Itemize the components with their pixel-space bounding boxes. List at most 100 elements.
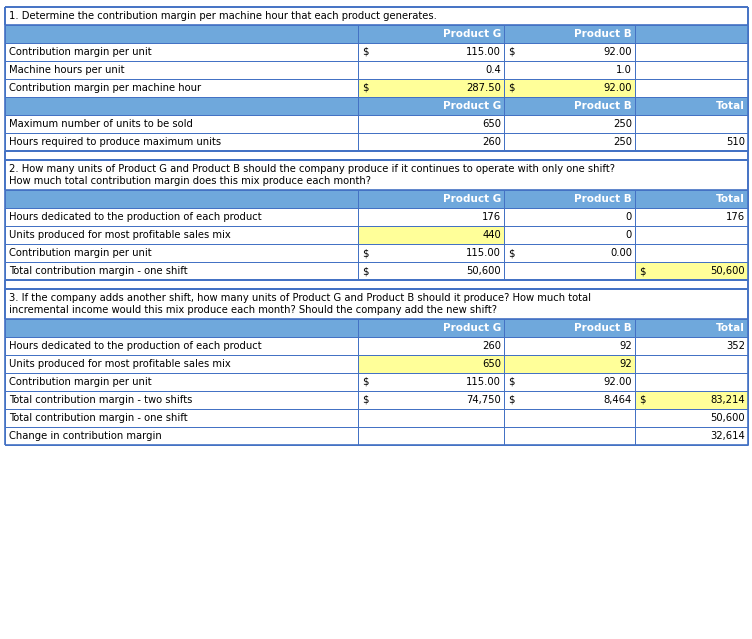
Bar [5,97,358,115]
Bar [358,208,504,226]
Bar [635,190,748,208]
Text: 115.00: 115.00 [466,377,501,387]
Text: 50,600: 50,600 [711,413,745,423]
Bar [504,391,635,409]
Text: Hours dedicated to the production of each product: Hours dedicated to the production of eac… [9,212,262,222]
Text: 8,464: 8,464 [604,395,632,405]
Text: 650: 650 [482,359,501,369]
Bar [5,43,358,61]
Bar [5,25,358,43]
Text: 92.00: 92.00 [604,377,632,387]
Bar [635,262,748,280]
Text: 260: 260 [482,341,501,351]
Bar [358,79,504,97]
Text: 0.00: 0.00 [610,248,632,258]
Text: 50,600: 50,600 [466,266,501,276]
Text: Contribution margin per machine hour: Contribution margin per machine hour [9,83,201,93]
Bar [5,319,358,337]
Text: Change in contribution margin: Change in contribution margin [9,431,162,441]
Text: 83,214: 83,214 [711,395,745,405]
Text: Units produced for most profitable sales mix: Units produced for most profitable sales… [9,230,231,240]
Text: 74,750: 74,750 [466,395,501,405]
Bar [5,427,358,445]
Bar [5,280,748,289]
Text: $: $ [362,248,368,258]
Bar [504,355,635,373]
Bar [504,97,635,115]
Bar [504,61,635,79]
Bar [635,391,748,409]
Text: 1.0: 1.0 [616,65,632,75]
Text: Total contribution margin - two shifts: Total contribution margin - two shifts [9,395,193,405]
Bar [635,208,748,226]
Text: Contribution margin per unit: Contribution margin per unit [9,377,152,387]
Bar [504,337,635,355]
Bar [635,409,748,427]
Bar [504,262,635,280]
Text: 510: 510 [726,137,745,147]
Text: 0.4: 0.4 [485,65,501,75]
Text: $: $ [508,83,514,93]
Bar [635,337,748,355]
Bar [5,289,748,319]
Bar [358,244,504,262]
Text: 92: 92 [619,359,632,369]
Text: $: $ [508,47,514,57]
Text: Product B: Product B [575,101,632,111]
Bar [5,160,748,190]
Bar [358,355,504,373]
Text: Total contribution margin - one shift: Total contribution margin - one shift [9,266,188,276]
Text: Hours required to produce maximum units: Hours required to produce maximum units [9,137,221,147]
Text: $: $ [362,83,368,93]
Text: $: $ [639,266,645,276]
Text: Total: Total [716,323,745,333]
Bar [358,226,504,244]
Bar [635,115,748,133]
Bar [358,190,504,208]
Text: Product G: Product G [443,323,501,333]
Text: Total: Total [716,194,745,204]
Bar [5,355,358,373]
Text: 115.00: 115.00 [466,248,501,258]
Bar [5,409,358,427]
Text: 1. Determine the contribution margin per machine hour that each product generate: 1. Determine the contribution margin per… [9,11,437,21]
Text: Contribution margin per unit: Contribution margin per unit [9,248,152,258]
Text: 176: 176 [726,212,745,222]
Bar [5,79,358,97]
Bar [635,373,748,391]
Text: Product G: Product G [443,29,501,39]
Bar [504,43,635,61]
Bar [5,391,358,409]
Bar [358,97,504,115]
Text: 287.50: 287.50 [466,83,501,93]
Bar [358,133,504,151]
Bar [504,133,635,151]
Bar [5,190,358,208]
Text: 260: 260 [482,137,501,147]
Bar [504,226,635,244]
Bar [635,319,748,337]
Text: Product B: Product B [575,29,632,39]
Bar [635,43,748,61]
Text: $: $ [362,266,368,276]
Bar [504,319,635,337]
Text: 3. If the company adds another shift, how many units of Product G and Product B : 3. If the company adds another shift, ho… [9,293,591,315]
Text: 0: 0 [626,212,632,222]
Bar [504,208,635,226]
Text: $: $ [362,395,368,405]
Text: Product G: Product G [443,101,501,111]
Bar [504,115,635,133]
Text: 50,600: 50,600 [711,266,745,276]
Text: $: $ [508,248,514,258]
Text: Contribution margin per unit: Contribution margin per unit [9,47,152,57]
Bar [5,151,748,160]
Text: 352: 352 [726,341,745,351]
Text: 2. How many units of Product G and Product B should the company produce if it co: 2. How many units of Product G and Produ… [9,164,615,186]
Text: 92.00: 92.00 [604,47,632,57]
Text: $: $ [362,47,368,57]
Text: $: $ [508,395,514,405]
Bar [358,61,504,79]
Bar [358,262,504,280]
Text: $: $ [362,377,368,387]
Bar [5,337,358,355]
